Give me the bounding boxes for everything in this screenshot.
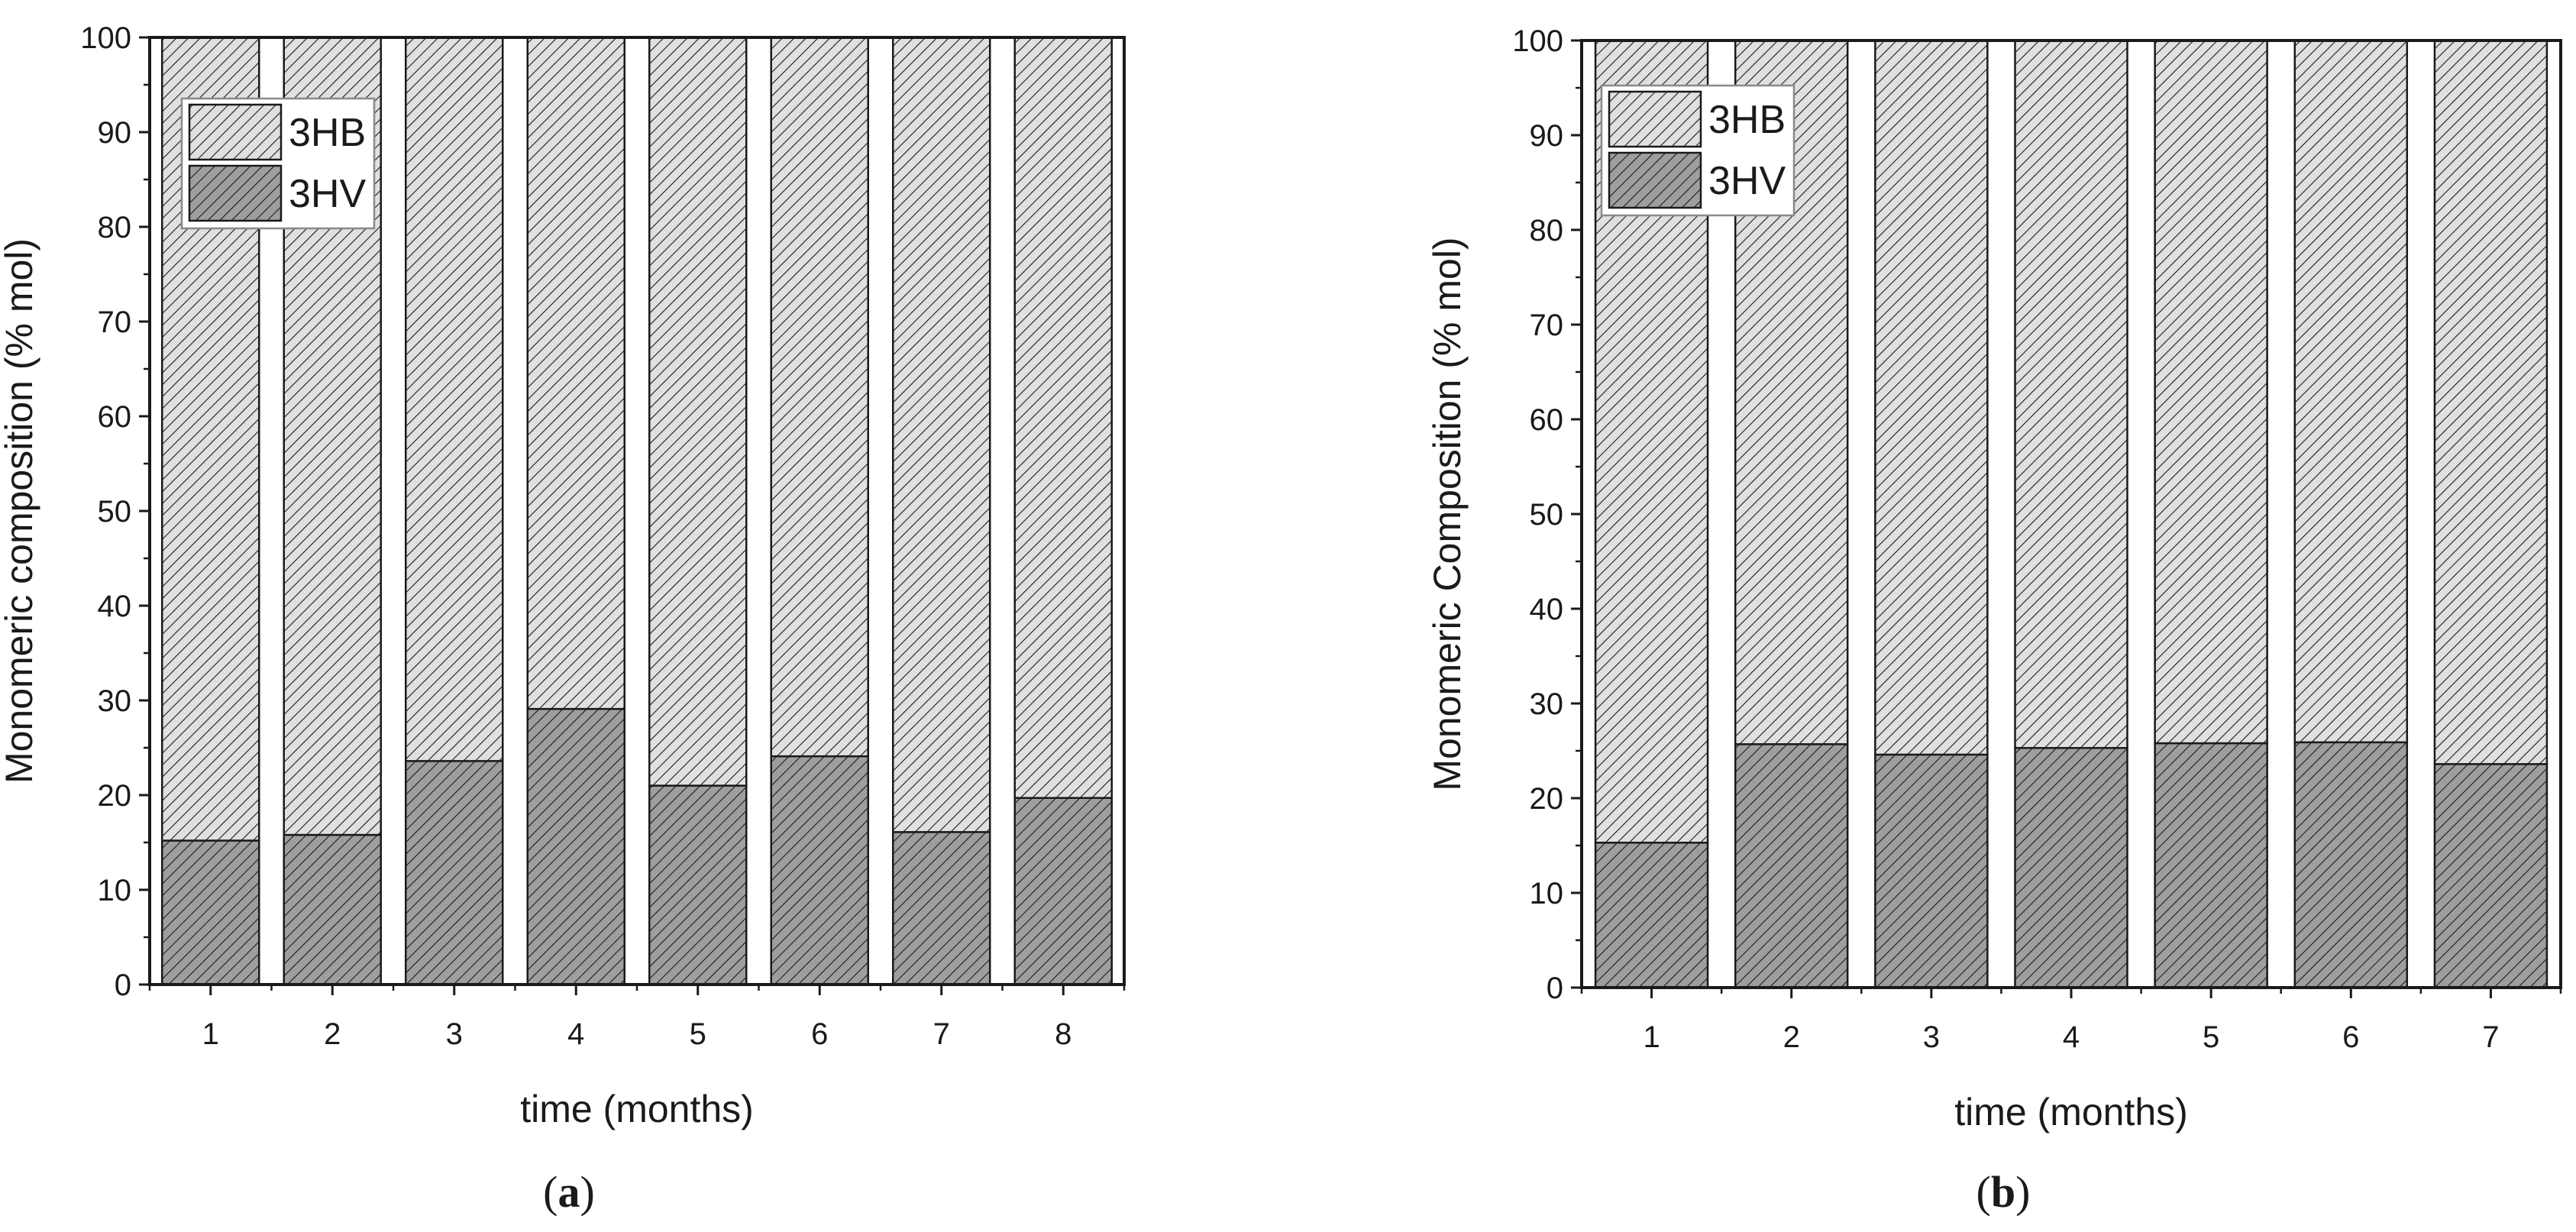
bar-b-3hv-5: [2154, 742, 2268, 989]
bar-b-3hv-3: [1874, 753, 1989, 989]
y-tick-label-a-60: 60: [98, 400, 132, 434]
legend-label-b-3hv: 3HV: [1708, 159, 1786, 203]
bar-a-3hv-7: [892, 831, 991, 986]
bar-a-3hb-3: [405, 36, 504, 762]
y-tick-label-a-40: 40: [98, 590, 132, 623]
y-axis-label-a: Monomeric composition (% mol): [0, 238, 40, 784]
y-tick-label-b-90: 90: [1530, 119, 1564, 153]
x-tick-label-a-1: 1: [202, 1017, 219, 1051]
y-tick-label-a-50: 50: [98, 495, 132, 529]
x-tick-label-a-4: 4: [567, 1017, 584, 1051]
bar-b-3hb-4: [2014, 39, 2128, 749]
y-tick-label-b-50: 50: [1530, 498, 1564, 532]
x-tick-label-b-1: 1: [1643, 1020, 1660, 1054]
bar-b-3hv-7: [2433, 763, 2549, 989]
y-tick-label-a-70: 70: [98, 306, 132, 339]
bar-b-3hb-5: [2154, 39, 2268, 745]
x-tick-label-a-6: 6: [811, 1017, 828, 1051]
bar-b-3hv-1: [1594, 842, 1709, 989]
x-tick-label-b-7: 7: [2482, 1020, 2499, 1054]
y-tick-label-a-10: 10: [98, 874, 132, 907]
bar-b-3hb-3: [1874, 39, 1989, 756]
y-tick-label-a-80: 80: [98, 211, 132, 244]
y-tick-label-b-80: 80: [1530, 214, 1564, 247]
y-tick-label-b-20: 20: [1530, 782, 1564, 816]
chart-a: 0 10 20 30 40 50 60 70 80 90 100 1 2 3 4 5 6 7 8 time (mont…: [0, 21, 1126, 1130]
bar-a-3hb-5: [648, 36, 748, 787]
y-tick-label-b-60: 60: [1530, 403, 1564, 437]
bar-a-3hb-6: [770, 36, 869, 758]
x-axis-label-b: time (months): [1954, 1091, 2188, 1133]
bar-b-3hv-2: [1734, 743, 1849, 989]
x-tick-label-b-2: 2: [1783, 1020, 1800, 1054]
panel-label-a: (a): [543, 1167, 595, 1217]
x-tick-label-a-3: 3: [446, 1017, 463, 1051]
y-tick-label-a-100: 100: [80, 21, 131, 55]
bar-a-3hv-2: [283, 833, 382, 986]
x-tick-label-b-5: 5: [2203, 1020, 2219, 1054]
bar-a-3hb-7: [892, 36, 991, 833]
legend-swatch-a-3hb: [188, 103, 283, 161]
bar-b-3hb-7: [2433, 39, 2549, 765]
legend-swatch-a-3hv: [188, 164, 283, 222]
y-tick-label-a-90: 90: [98, 116, 132, 150]
bar-a-3hb-8: [1013, 36, 1113, 799]
y-tick-label-a-30: 30: [98, 684, 132, 718]
bar-a-3hv-1: [161, 839, 260, 986]
y-tick-label-a-20: 20: [98, 779, 132, 813]
x-tick-label-b-3: 3: [1923, 1020, 1940, 1054]
bar-b-3hv-6: [2293, 741, 2409, 989]
panel-label-b-letter: b: [1991, 1167, 2015, 1217]
legend-swatch-b-3hb: [1608, 90, 1702, 148]
bar-b-3hv-4: [2014, 747, 2128, 989]
y-tick-label-a-0: 0: [115, 968, 131, 1002]
y-tick-label-b-30: 30: [1530, 687, 1564, 721]
bar-a-3hv-3: [405, 760, 504, 986]
bar-a-3hv-6: [770, 755, 869, 986]
y-tick-label-b-70: 70: [1530, 309, 1564, 342]
panel-label-a-letter: a: [558, 1167, 580, 1217]
x-tick-label-b-4: 4: [2063, 1020, 2080, 1054]
legend-swatch-b-3hv: [1608, 151, 1702, 209]
legend-label-b-3hb: 3HB: [1708, 98, 1786, 142]
bar-a-3hv-5: [648, 784, 748, 986]
x-tick-label-a-2: 2: [324, 1017, 341, 1051]
bar-b-3hb-6: [2293, 39, 2409, 744]
y-axis-label-b: Monomeric Composition (% mol): [1426, 237, 1469, 791]
legend-label-a-3hv: 3HV: [289, 172, 366, 216]
legend-label-a-3hb: 3HB: [289, 111, 366, 155]
panel-label-b: (b): [1976, 1167, 2031, 1217]
x-axis-label-a: time (months): [520, 1088, 754, 1130]
y-tick-label-b-10: 10: [1530, 877, 1564, 910]
bar-a-3hv-8: [1013, 797, 1113, 986]
y-tick-label-b-100: 100: [1512, 24, 1563, 58]
x-tick-label-a-5: 5: [690, 1017, 706, 1051]
x-tick-label-a-7: 7: [933, 1017, 950, 1051]
x-tick-label-a-8: 8: [1055, 1017, 1071, 1051]
y-tick-label-b-40: 40: [1530, 593, 1564, 626]
chart-b: 0 10 20 30 40 50 60 70 80 90 100 1 2 3 4 5 6 7 time (month…: [1426, 24, 2562, 1133]
bar-a-3hb-4: [526, 36, 625, 710]
x-tick-label-b-6: 6: [2342, 1020, 2359, 1054]
y-tick-label-b-0: 0: [1547, 972, 1563, 1005]
bar-a-3hv-4: [526, 707, 625, 986]
